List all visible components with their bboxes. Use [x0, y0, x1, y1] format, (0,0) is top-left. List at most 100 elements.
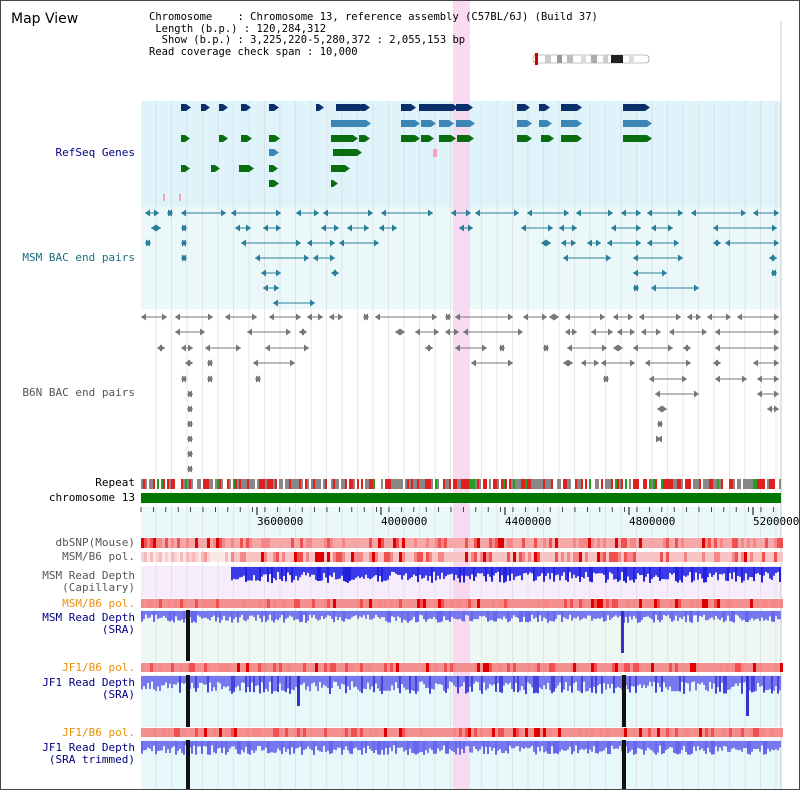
heat-cell: [552, 663, 555, 672]
bac-end-left: [715, 375, 720, 383]
depth-bar: [425, 567, 427, 576]
depth-bar: [181, 676, 183, 683]
heat-cell: [219, 728, 222, 737]
chromosome-ideogram[interactable]: [531, 53, 651, 65]
depth-bar: [273, 611, 275, 623]
track-label-jf1-b6-pol-2[interactable]: JF1/B6 pol.: [62, 726, 135, 739]
bac-end-right: [546, 239, 551, 247]
track-label-jf1-b6-pol-1[interactable]: JF1/B6 pol.: [62, 661, 135, 674]
depth-bar: [627, 567, 629, 577]
depth-bar: [245, 611, 247, 622]
track-label-jf1-read-depth-sra[interactable]: JF1 Read Depth (SRA): [42, 676, 135, 701]
depth-bar: [485, 567, 487, 582]
depth-bar: [627, 611, 629, 623]
depth-bar: [247, 676, 249, 688]
heat-cell: [648, 663, 651, 672]
depth-bar: [457, 676, 459, 694]
depth-bar: [517, 741, 519, 747]
bac-end-right: [636, 209, 641, 217]
depth-bar: [669, 567, 671, 573]
track-label-refseq[interactable]: RefSeq Genes: [55, 146, 135, 159]
depth-bar: [273, 676, 275, 692]
heat-cell: [660, 728, 663, 737]
heat-cell: [150, 599, 153, 608]
heat-cell: [405, 599, 408, 608]
heat-cell: [423, 538, 426, 548]
heat-cell: [678, 538, 681, 548]
track-label-repeat[interactable]: Repeat: [95, 476, 135, 489]
track-label-msm-b6-pol-1[interactable]: MSM/B6 pol.: [62, 550, 135, 563]
heat-cell: [525, 728, 528, 737]
depth-bar: [331, 567, 333, 577]
heat-cell: [147, 663, 150, 672]
depth-bar: [399, 676, 401, 694]
heat-cell: [327, 728, 330, 737]
heat-cell: [714, 663, 717, 672]
heat-cell: [549, 599, 552, 608]
heat-cell: [141, 599, 144, 608]
track-label-msm-bac[interactable]: MSM BAC end pairs: [22, 251, 135, 264]
heat-cell: [318, 538, 321, 548]
depth-bar: [211, 676, 213, 692]
depth-bar: [329, 567, 331, 576]
heat-cell: [222, 599, 225, 608]
depth-bar: [515, 567, 517, 577]
depth-bar: [147, 741, 149, 748]
repeat-tick: [279, 479, 281, 489]
track-label-msm-read-depth-capillary[interactable]: MSM Read Depth (Capillary): [42, 569, 135, 594]
gene-block: [269, 149, 274, 156]
repeat-tick: [239, 479, 241, 489]
repeat-tick: [729, 479, 731, 489]
depth-bar: [557, 567, 559, 575]
depth-bar: [265, 741, 267, 748]
heat-cell: [483, 599, 486, 608]
heat-cell: [246, 538, 249, 548]
depth-bar: [509, 676, 511, 683]
gene-block: [439, 120, 449, 127]
depth-bar: [387, 676, 389, 691]
heat-cell: [507, 599, 510, 608]
heat-cell: [777, 728, 780, 737]
track-features[interactable]: [140, 104, 783, 789]
track-label-chromosome[interactable]: chromosome 13: [48, 491, 135, 504]
highlight-region[interactable]: [453, 1, 470, 789]
heat-cell: [354, 599, 357, 608]
heat-cell: [285, 663, 288, 672]
track-label-msm-b6-pol-2[interactable]: MSM/B6 pol.: [62, 597, 135, 610]
heat-cell: [159, 663, 162, 672]
heat-cell: [402, 538, 405, 548]
heat-cell: [633, 663, 636, 672]
heat-cell: [423, 599, 426, 608]
heat-cell: [384, 538, 387, 548]
depth-bar: [153, 676, 155, 690]
heat-cell: [567, 538, 570, 548]
bac-end-right: [548, 224, 553, 232]
heat-cell: [630, 599, 633, 608]
depth-bar: [727, 676, 729, 690]
heat-cell: [237, 728, 240, 737]
depth-bar: [603, 741, 605, 751]
repeat-tick: [753, 479, 755, 489]
repeat-tick: [321, 479, 323, 489]
heat-cell: [654, 599, 657, 608]
bac-end-left: [521, 224, 526, 232]
heat-cell: [624, 599, 627, 608]
heat-cell: [288, 663, 291, 672]
track-label-jf1-read-depth-trimmed[interactable]: JF1 Read Depth (SRA trimmed): [42, 741, 135, 766]
gap-marker: [186, 675, 190, 727]
repeat-tick: [577, 479, 579, 489]
track-label-dbsnp[interactable]: dbSNP(Mouse): [55, 536, 135, 549]
track-label-b6n-bac[interactable]: B6N BAC end pairs: [22, 386, 135, 399]
depth-bar: [681, 676, 683, 682]
repeat-tick: [653, 479, 655, 489]
depth-bar: [591, 676, 593, 693]
depth-bar: [379, 741, 381, 755]
repeat-tick: [461, 479, 463, 489]
gene-block: [269, 135, 275, 142]
repeat-tick: [769, 479, 771, 489]
depth-bar: [505, 676, 507, 683]
heat-cell: [222, 728, 225, 737]
depth-bar: [247, 567, 249, 581]
heat-cell: [336, 552, 339, 562]
track-label-msm-read-depth-sra[interactable]: MSM Read Depth (SRA): [42, 611, 135, 636]
